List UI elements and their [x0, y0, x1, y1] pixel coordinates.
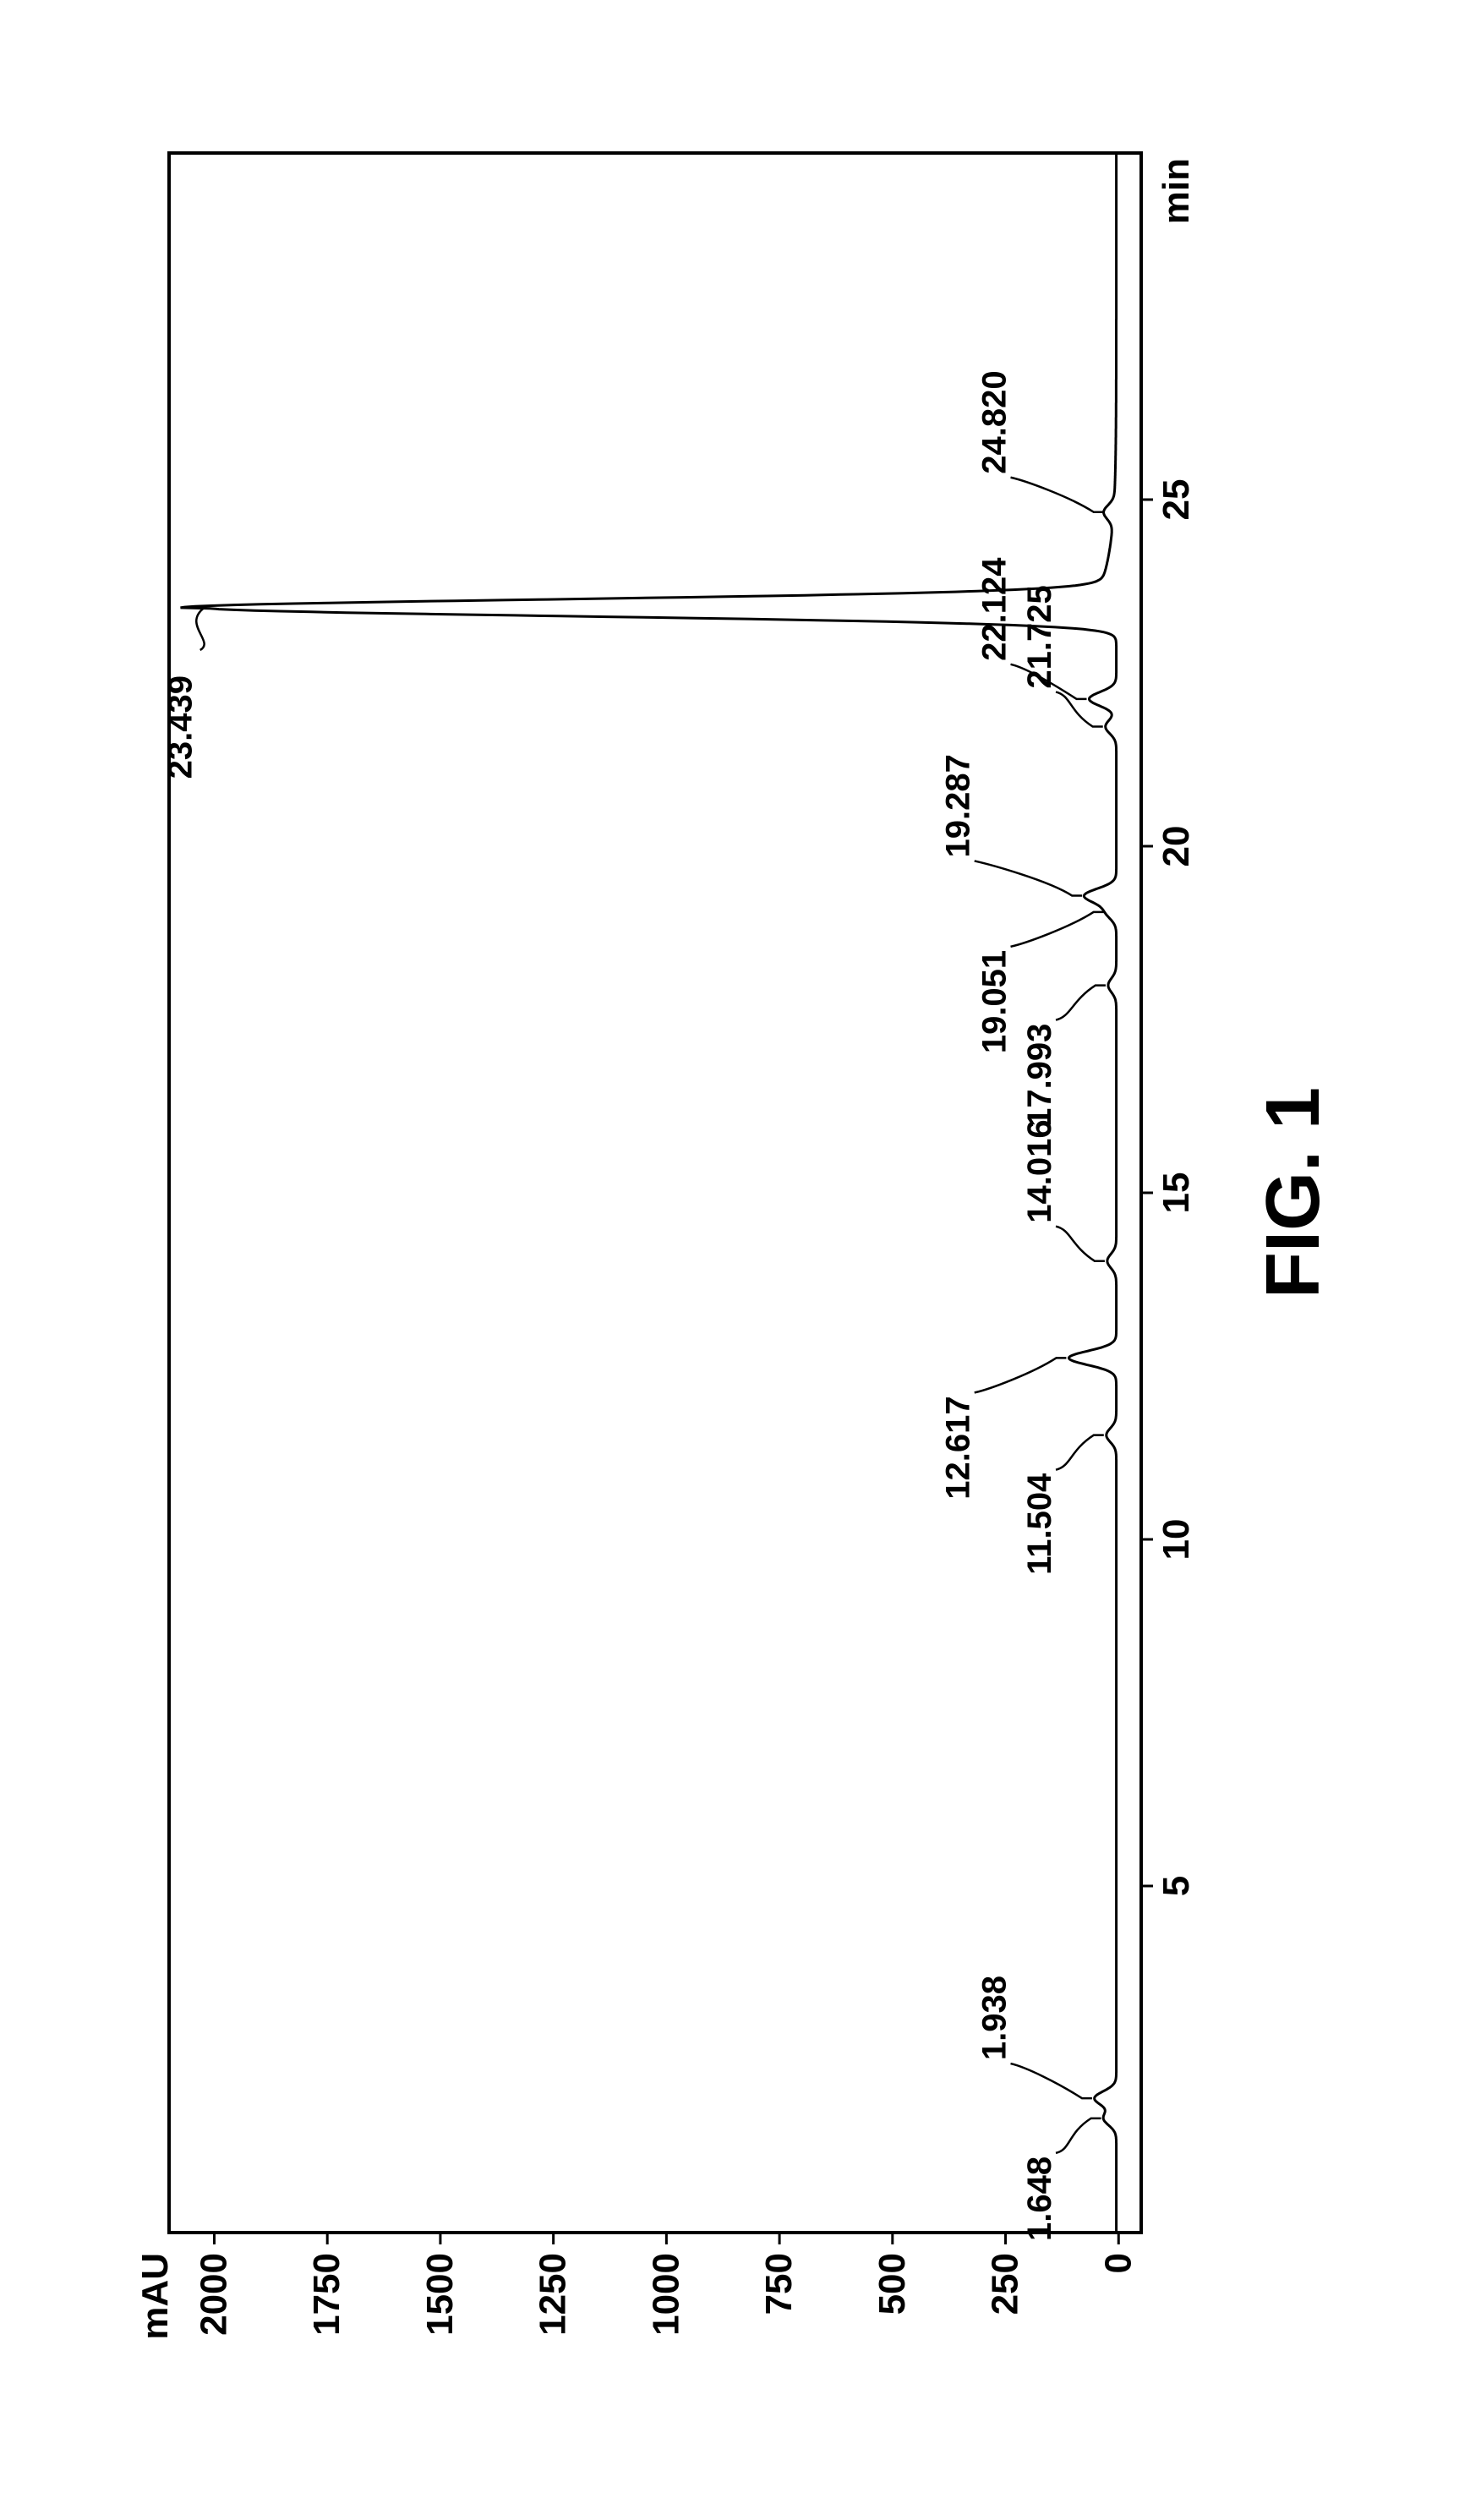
peak-leader	[1056, 1226, 1105, 1260]
y-tick-label: 1750	[306, 2253, 347, 2336]
peak-leader	[1010, 477, 1103, 511]
peak-label: 24.820	[975, 370, 1013, 473]
x-tick-label: 5	[1156, 1875, 1197, 1895]
x-tick-label: 25	[1156, 478, 1197, 520]
x-tick-label: 10	[1156, 1518, 1197, 1560]
peak-leader	[974, 861, 1081, 895]
y-tick-label: 750	[758, 2253, 800, 2315]
peak-leader	[1010, 2064, 1091, 2098]
peak-leader	[1010, 911, 1103, 946]
y-tick-label: 1500	[418, 2253, 460, 2336]
peak-label: 1.938	[975, 1975, 1013, 2059]
x-tick-label: 15	[1156, 1172, 1197, 1213]
y-tick-label: 1000	[645, 2253, 686, 2336]
x-tick-label: 20	[1156, 825, 1197, 866]
y-tick-label: 500	[871, 2253, 912, 2315]
peak-label: 11.504	[1021, 1472, 1058, 1574]
peak-label: 14.016	[1021, 1119, 1058, 1222]
peak-label: 12.617	[939, 1396, 976, 1499]
x-axis-unit: min	[1156, 158, 1197, 224]
peak-label: 1.648	[1021, 2156, 1058, 2240]
chromatogram-chart: 0 250 500 750 1000 1250 1500 1750 2000 mAU 5 10 15 20…	[101, 119, 1369, 2402]
peak-leader	[1056, 1435, 1104, 1469]
peak-label: 23.439	[161, 675, 199, 779]
peak-label: 19.051	[975, 949, 1013, 1052]
y-tick-label: 1250	[532, 2253, 573, 2336]
peak-leader	[1056, 2118, 1101, 2152]
peak-label: 22.124	[975, 556, 1013, 660]
y-tick-label: 0	[1097, 2253, 1139, 2273]
peak-leader	[1056, 985, 1106, 1019]
peak-leader	[1056, 691, 1103, 726]
peak-label: 19.287	[939, 754, 976, 857]
peak-label: 21.725	[1021, 585, 1058, 688]
peak-leader	[974, 1358, 1066, 1392]
figure-label: FIG. 1	[1251, 1086, 1336, 1298]
peak-leader	[196, 608, 204, 650]
chart-wrapper: 0 250 500 750 1000 1250 1500 1750 2000 mAU 5 10 15 20…	[101, 119, 1369, 2402]
y-axis-unit: mAU	[134, 2253, 176, 2340]
y-tick-label: 250	[984, 2253, 1025, 2315]
peak-label: 17.993	[1021, 1023, 1058, 1126]
y-tick-label: 2000	[193, 2253, 234, 2336]
